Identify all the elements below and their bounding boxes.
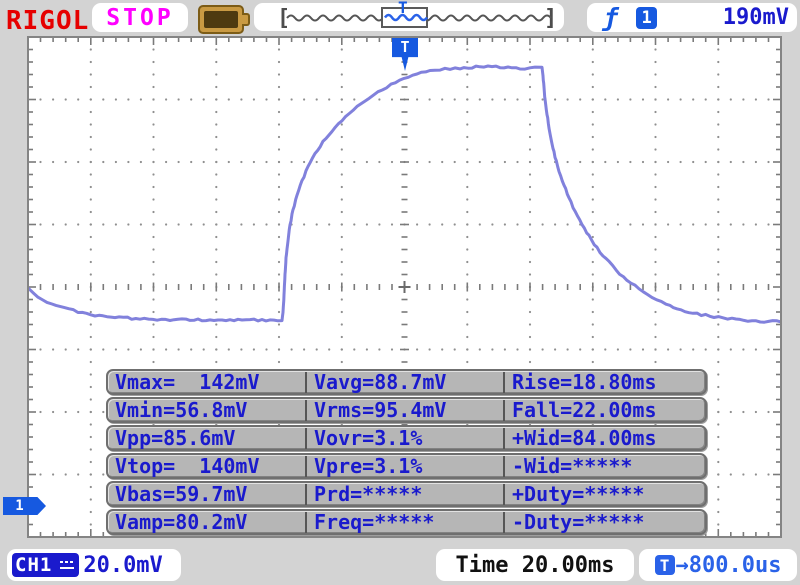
meas-vrms: Vrms=95.4mV [305,399,503,421]
brand-logo: RIGOL [6,6,90,36]
meas-vpre: Vpre=3.1% [305,455,503,477]
timebase-status-badge[interactable]: Time 20.00ms [436,549,634,581]
horizontal-position-bar[interactable]: [] T [253,0,565,34]
trigger-info-badge[interactable]: ƒ 1 190mV [587,3,797,32]
measurement-row: Vamp=80.2mV Freq=***** -Duty=***** [106,509,707,535]
run-state-label: STOP [106,4,174,31]
measurement-row: Vmax= 142mV Vavg=88.7mV Rise=18.80ms [106,369,707,395]
measurement-row: Vmin=56.8mV Vrms=95.4mV Fall=22.00ms [106,397,707,423]
svg-text:]: ] [544,6,557,31]
meas-rise: Rise=18.80ms [503,371,705,393]
meas-vamp: Vamp=80.2mV [115,511,248,533]
svg-text:T: T [398,0,408,17]
run-state-badge[interactable]: STOP [92,3,188,32]
trigger-edge-icon: ƒ [603,3,619,32]
meas-vbas: Vbas=59.7mV [115,483,248,505]
meas-vavg: Vavg=88.7mV [305,371,503,393]
meas-vmax: Vmax= 142mV [115,371,260,393]
meas-freq: Freq=***** [305,511,503,533]
measurement-row: Vpp=85.6mV Vovr=3.1% +Wid=84.00ms [106,425,707,451]
channel1-scale-value: 20.0mV [83,552,163,578]
meas-vovr: Vovr=3.1% [305,427,503,449]
timebase-value: Time 20.00ms [455,552,615,578]
svg-text:[: [ [277,6,290,31]
channel1-ground-marker[interactable]: 1 [3,497,46,515]
meas-nduty: -Duty=***** [503,511,705,533]
dc-coupling-icon [55,553,80,577]
meas-vmin: Vmin=56.8mV [115,399,248,421]
trigger-position-marker[interactable]: T [392,38,418,71]
meas-vpp: Vpp=85.6mV [115,427,236,449]
battery-cell [204,11,238,28]
meas-pduty: +Duty=***** [503,483,705,505]
meas-vtop: Vtop= 140mV [115,455,260,477]
channel1-status-badge[interactable]: CH1 20.0mV [7,549,181,581]
measurement-panel: Vmax= 142mV Vavg=88.7mV Rise=18.80ms Vmi… [106,369,707,537]
trigger-offset-t-icon: T [654,555,675,575]
trigger-position-marker-label: T [400,38,410,56]
trigger-offset-badge[interactable]: T → 800.0us [639,549,797,581]
meas-prd: Prd=***** [305,483,503,505]
measurement-row: Vtop= 140mV Vpre=3.1% -Wid=***** [106,453,707,479]
trigger-source-badge: 1 [636,6,658,29]
meas-pwid: +Wid=84.00ms [503,427,705,449]
channel1-badge: CH1 [12,553,56,577]
meas-nwid: -Wid=***** [503,455,705,477]
trigger-offset-value: 800.0us [688,552,782,578]
battery-nub [242,13,250,26]
trigger-level-value: 190mV [722,5,789,30]
channel1-ground-marker-label: 1 [15,498,24,514]
trigger-offset-arrow-icon: → [675,552,689,578]
meas-fall: Fall=22.00ms [503,399,705,421]
measurement-row: Vbas=59.7mV Prd=***** +Duty=***** [106,481,707,507]
battery-icon [198,5,250,34]
